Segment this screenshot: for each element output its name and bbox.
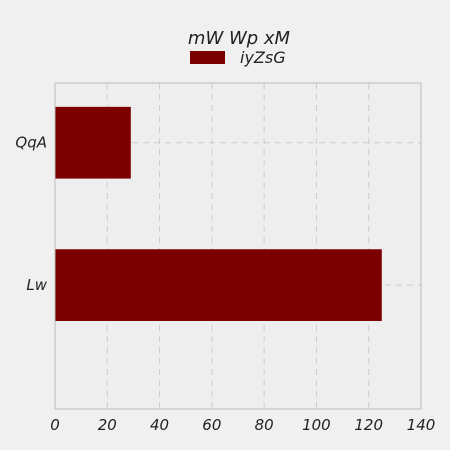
- x-tick-label: 40: [150, 416, 169, 434]
- x-tick-label: 80: [255, 416, 274, 434]
- bar-QqA: [55, 106, 131, 179]
- plot-frame: [54, 82, 422, 410]
- legend-label: iyZsG: [240, 48, 286, 67]
- x-tick-label: 100: [302, 416, 331, 434]
- x-tick-label: 0: [50, 416, 60, 434]
- x-tick-label: 60: [202, 416, 221, 434]
- legend: iyZsG: [190, 48, 286, 67]
- chart-title: mW Wp xM: [188, 28, 291, 49]
- bars: [55, 106, 382, 321]
- legend-swatch: [190, 51, 225, 64]
- y-tick-label: Lw: [26, 276, 47, 294]
- x-tick-label: 120: [354, 416, 383, 434]
- x-axis-ticks: 0 20 40 60 80 100 120 140: [50, 416, 435, 434]
- x-tick-label: 140: [407, 416, 436, 434]
- y-tick-label: QqA: [15, 134, 47, 152]
- x-tick-label: 20: [98, 416, 117, 434]
- y-axis-ticks: QqA Lw: [15, 134, 47, 294]
- bar-Lw: [55, 249, 382, 321]
